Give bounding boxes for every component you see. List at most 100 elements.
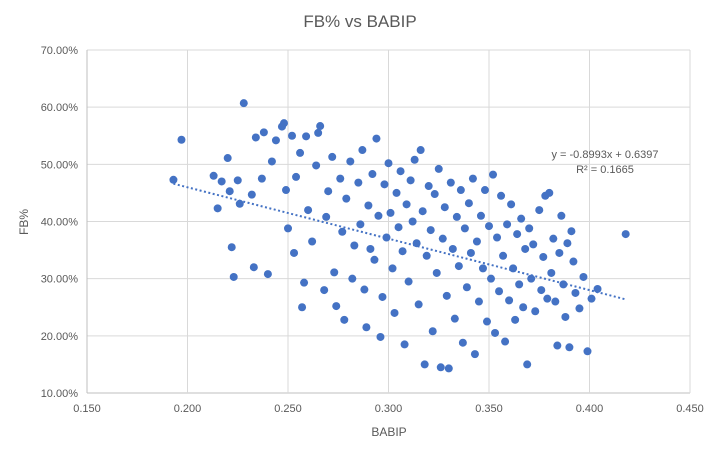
data-point — [346, 157, 355, 166]
data-point — [247, 190, 256, 199]
data-point — [288, 131, 297, 140]
data-point — [503, 220, 512, 229]
data-point — [480, 186, 489, 195]
data-point — [384, 159, 393, 168]
data-point — [458, 338, 467, 347]
data-point — [177, 135, 186, 144]
data-point — [519, 303, 528, 312]
y-axis-title: FB% — [17, 209, 31, 235]
data-point — [462, 283, 471, 292]
data-point — [442, 291, 451, 300]
data-point — [257, 174, 266, 183]
y-tick-label: 60.00% — [41, 102, 79, 114]
data-point — [354, 178, 363, 187]
data-point — [432, 268, 441, 277]
data-point — [348, 274, 357, 283]
y-tick-label: 10.00% — [41, 388, 79, 400]
data-point — [332, 302, 341, 311]
x-tick-label: 0.400 — [576, 403, 604, 415]
data-point — [259, 128, 268, 137]
data-point — [422, 251, 431, 260]
x-tick-label: 0.150 — [73, 403, 101, 415]
data-point — [559, 280, 568, 289]
data-point — [388, 264, 397, 273]
data-point — [213, 204, 222, 213]
data-point — [249, 263, 258, 272]
data-point — [470, 350, 479, 359]
data-point — [527, 274, 536, 283]
data-point — [482, 317, 491, 326]
data-point — [386, 208, 395, 217]
data-point — [545, 188, 554, 197]
data-point — [579, 272, 588, 281]
data-point — [424, 182, 433, 191]
data-point — [621, 230, 630, 239]
data-point — [549, 234, 558, 243]
data-point — [420, 360, 429, 369]
data-point — [478, 264, 487, 273]
data-point — [338, 227, 347, 236]
data-point — [436, 363, 445, 372]
data-point — [450, 314, 459, 323]
data-point — [426, 226, 435, 235]
data-point — [561, 312, 570, 321]
data-point — [292, 172, 301, 181]
data-point — [229, 272, 238, 281]
data-point — [487, 274, 496, 283]
data-point — [316, 122, 325, 131]
data-point — [460, 224, 469, 233]
data-point — [464, 199, 473, 208]
data-point — [430, 190, 439, 199]
data-point — [239, 99, 248, 108]
data-point — [342, 194, 351, 203]
data-point — [507, 200, 516, 209]
data-points — [169, 99, 630, 373]
x-tick-label: 0.350 — [475, 403, 503, 415]
data-point — [555, 248, 564, 257]
data-point — [350, 241, 359, 250]
data-point — [539, 252, 548, 261]
data-point — [390, 308, 399, 317]
data-point — [394, 223, 403, 232]
data-point — [400, 340, 409, 349]
data-point — [304, 206, 313, 215]
x-tick-label: 0.450 — [676, 403, 704, 415]
data-point — [456, 186, 465, 195]
data-point — [547, 268, 556, 277]
data-point — [279, 119, 288, 128]
data-point — [563, 239, 572, 248]
data-point — [374, 211, 383, 220]
data-point — [414, 300, 423, 309]
data-point — [378, 292, 387, 301]
data-point — [491, 328, 500, 337]
data-point — [452, 212, 461, 221]
y-tick-label: 20.00% — [41, 331, 79, 343]
data-point — [300, 278, 309, 287]
data-point — [408, 217, 417, 226]
data-point — [364, 201, 373, 210]
data-point — [235, 199, 244, 208]
trendline-group — [173, 182, 626, 301]
y-tick-label: 40.00% — [41, 217, 79, 229]
data-point — [360, 285, 369, 294]
data-point — [223, 154, 232, 163]
data-point — [440, 203, 449, 212]
data-point — [396, 167, 405, 176]
data-point — [416, 146, 425, 155]
chart-title: FB% vs BABIP — [303, 12, 416, 31]
data-point — [410, 155, 419, 164]
data-point — [587, 294, 596, 303]
data-point — [569, 257, 578, 266]
data-point — [290, 248, 299, 257]
data-point — [434, 164, 443, 173]
data-point — [340, 315, 349, 324]
data-point — [217, 177, 226, 186]
data-point — [372, 134, 381, 143]
data-point — [320, 286, 329, 295]
data-point — [485, 222, 493, 231]
data-point — [362, 323, 371, 332]
x-tick-label: 0.250 — [274, 403, 302, 415]
data-point — [466, 248, 475, 257]
